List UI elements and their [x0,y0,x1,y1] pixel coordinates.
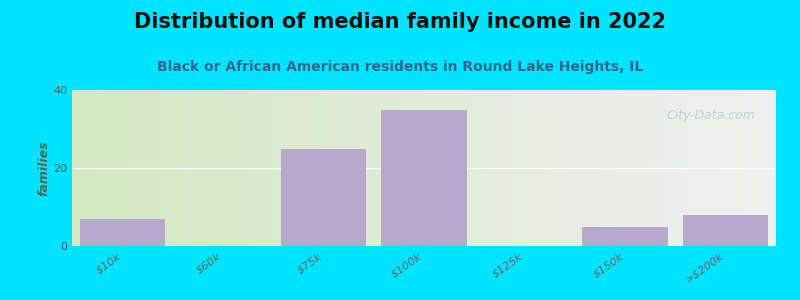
Bar [281,148,366,246]
Y-axis label: families: families [38,140,50,196]
Bar [683,215,769,246]
Text: City-Data.com: City-Data.com [666,109,755,122]
Text: Black or African American residents in Round Lake Heights, IL: Black or African American residents in R… [157,60,643,74]
Bar [582,226,668,246]
Bar [382,110,466,246]
Text: Distribution of median family income in 2022: Distribution of median family income in … [134,12,666,32]
Bar [79,219,165,246]
